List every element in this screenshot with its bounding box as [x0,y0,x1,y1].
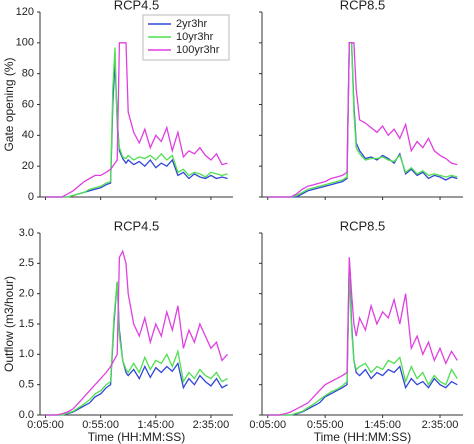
x-tick-label: 0:05:00 [249,419,286,431]
legend-label: 2yr3hr [176,18,208,30]
x-tick-label: 0:55:00 [82,419,119,431]
panel-title: RCP4.5 [114,218,160,233]
x-tick-label: 1:45:00 [364,419,401,431]
y-tick-label: 80 [22,68,34,80]
x-tick-label: 0:05:00 [27,419,64,431]
data-line [45,42,228,198]
y-tick-label: 100 [16,37,34,49]
data-line [267,257,458,416]
legend-label: 100yr3hr [176,44,220,56]
x-axis-label: Time (HH:MM:SS) [314,430,412,444]
data-line [45,249,228,416]
panel-title: RCP8.5 [340,0,386,12]
data-line [267,42,458,198]
y-tick-label: 3.0 [19,227,34,239]
data-line [267,275,458,416]
data-line [267,42,458,198]
x-axis-label: Time (HH:MM:SS) [88,430,186,444]
y-tick-label: 0.5 [19,379,34,391]
y-tick-label: 120 [16,6,34,18]
y-tick-label: 1.5 [19,318,34,330]
data-line [45,47,228,198]
panel-title: RCP4.5 [114,0,160,12]
x-tick-label: 2:35:00 [193,419,230,431]
y-tick-label: 0.0 [19,409,34,421]
y-tick-label: 60 [22,98,34,110]
data-line [267,42,458,198]
x-tick-label: 2:35:00 [422,419,459,431]
y-tick-label: 0 [28,191,34,203]
y-axis-label: Gate opening (%) [2,57,16,151]
y-axis-label: Outflow (m3/hour) [2,276,16,372]
x-tick-label: 0:55:00 [307,419,344,431]
y-tick-label: 40 [22,129,34,141]
legend-label: 10yr3hr [176,31,214,43]
panel-title: RCP8.5 [340,218,386,233]
data-line [45,281,228,416]
y-tick-label: 2.5 [19,257,34,269]
data-line [45,61,228,198]
y-tick-label: 20 [22,160,34,172]
y-tick-label: 2.0 [19,288,34,300]
data-line [45,281,228,416]
data-line [267,263,458,416]
y-tick-label: 1.0 [19,348,34,360]
x-tick-label: 1:45:00 [137,419,174,431]
